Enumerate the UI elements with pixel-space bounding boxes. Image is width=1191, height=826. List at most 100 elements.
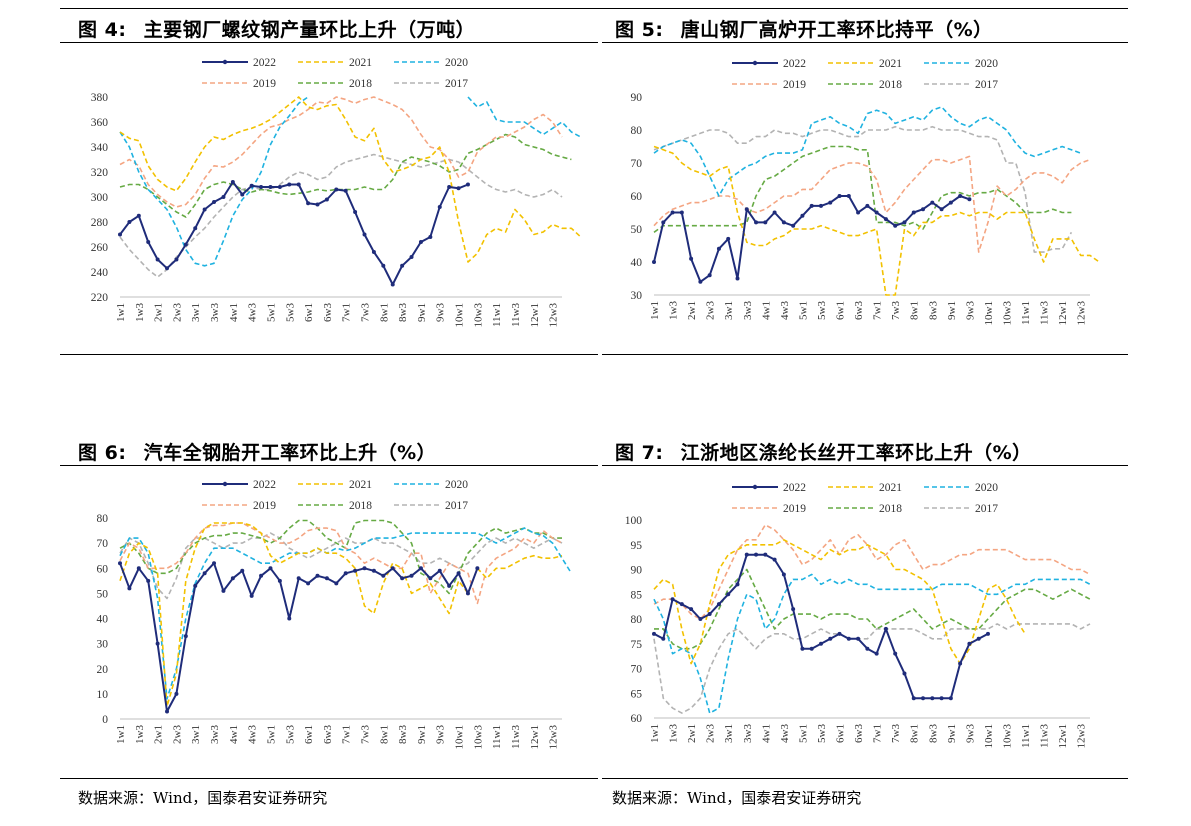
x-tick-label: 7w1 [872,724,884,743]
legend-label-2021: 2021 [879,482,902,494]
data-point-2022 [447,583,452,588]
data-point-2022 [324,197,329,202]
data-point-2022 [183,634,188,639]
y-tick-label: 100 [625,515,643,527]
x-tick-label: 3w1 [723,301,735,320]
data-point-2022 [976,636,981,641]
data-point-2022 [371,250,376,254]
y-tick-label: 220 [91,292,109,304]
data-point-2022 [409,573,414,578]
data-point-2022 [418,566,423,571]
figure-7-title: 图 7: 江浙地区涤纶长丝开工率环比上升（%） [615,438,1032,465]
data-point-2022 [437,568,442,573]
data-point-2022 [136,213,141,218]
x-tick-label: 6w3 [853,301,865,320]
legend-label-2021: 2021 [349,479,372,491]
series-line-2018 [119,133,572,218]
data-point-2022 [193,226,198,231]
legend-label-2021: 2021 [349,57,372,69]
y-tick-label: 20 [97,664,109,676]
x-tick-label: 2w3 [171,303,183,322]
data-point-2022 [670,210,675,215]
data-point-2022 [183,242,188,247]
data-point-2022 [791,223,796,228]
data-point-2022 [212,561,217,566]
x-tick-label: 4w1 [228,303,240,322]
figure-5-bottom-rule [602,354,1128,355]
legend-label-2022: 2022 [253,479,276,491]
x-tick-label: 3w1 [190,303,202,322]
x-tick-label: 5w1 [797,724,809,743]
figure-4-label: 图 4: [78,19,127,41]
x-tick-label: 1w3 [134,725,146,744]
x-tick-label: 8w1 [378,303,390,322]
data-point-2022 [230,180,235,184]
legend-label-2018: 2018 [879,79,902,91]
data-point-2022 [127,220,132,224]
series-line-2019 [119,96,563,208]
y-tick-label: 260 [91,242,109,254]
y-tick-label: 65 [631,688,643,700]
data-point-2022 [679,602,684,607]
x-tick-label: 10w3 [472,725,484,750]
x-tick-label: 10w1 [983,724,995,748]
data-point-2022 [315,573,320,578]
data-point-2022 [948,200,953,205]
series-line-2017 [653,125,1073,253]
data-point-2022 [268,566,273,571]
x-tick-label: 1w1 [115,303,127,322]
data-point-2022 [428,576,433,581]
legend-label-2020: 2020 [975,482,998,494]
x-tick-label: 1w1 [649,724,661,743]
x-tick-label: 9w3 [964,724,976,743]
legend-label-2017: 2017 [975,79,998,91]
x-tick-label: 6w1 [303,725,315,744]
figure-6-label: 图 6: [78,442,127,464]
data-point-2022 [800,646,805,651]
data-point-2022 [287,616,292,621]
x-tick-label: 7w1 [872,301,884,320]
y-tick-label: 40 [97,614,109,626]
data-point-2022 [856,636,861,641]
legend-marker-2022 [752,60,758,66]
x-tick-label: 11w3 [510,303,522,328]
data-point-2022 [343,188,348,193]
x-tick-label: 3w1 [723,724,735,743]
data-point-2022 [268,185,273,189]
data-point-2022 [418,240,423,244]
legend-label-2022: 2022 [253,57,276,69]
data-point-2022 [874,210,879,215]
data-point-2022 [362,566,367,571]
x-tick-label: 9w1 [946,301,958,320]
legend-label-2020: 2020 [975,58,998,70]
y-tick-label: 75 [631,639,643,651]
data-point-2022 [958,661,963,666]
data-point-2022 [893,651,898,656]
data-point-2022 [296,576,301,581]
figure-4-caption: 主要钢厂螺纹钢产量环比上升（万吨） [143,19,476,41]
x-tick-label: 2w3 [705,301,717,320]
figure-5-title-rule [602,42,1128,43]
x-tick-label: 7w3 [360,725,372,744]
data-point-2022 [893,223,898,228]
figure-7-title-rule [602,465,1128,466]
data-point-2022 [456,571,461,576]
legend-label-2019: 2019 [783,79,806,91]
data-point-2022 [127,586,132,591]
figure-6-caption: 汽车全钢胎开工率环比上升（%） [143,442,437,464]
data-point-2022 [136,566,141,571]
series-line-2017 [653,623,1091,714]
x-tick-label: 2w3 [171,725,183,744]
data-point-2022 [409,255,414,259]
x-tick-label: 8w1 [909,301,921,320]
y-tick-label: 30 [631,290,643,302]
data-point-2022 [791,607,796,612]
data-point-2022 [809,203,814,208]
x-tick-label: 12w1 [529,725,541,749]
data-point-2022 [772,557,777,562]
y-tick-label: 340 [91,142,109,154]
data-point-2022 [287,182,292,187]
x-tick-label: 12w3 [548,303,560,328]
x-tick-label: 3w3 [209,725,221,744]
data-point-2022 [744,207,749,212]
